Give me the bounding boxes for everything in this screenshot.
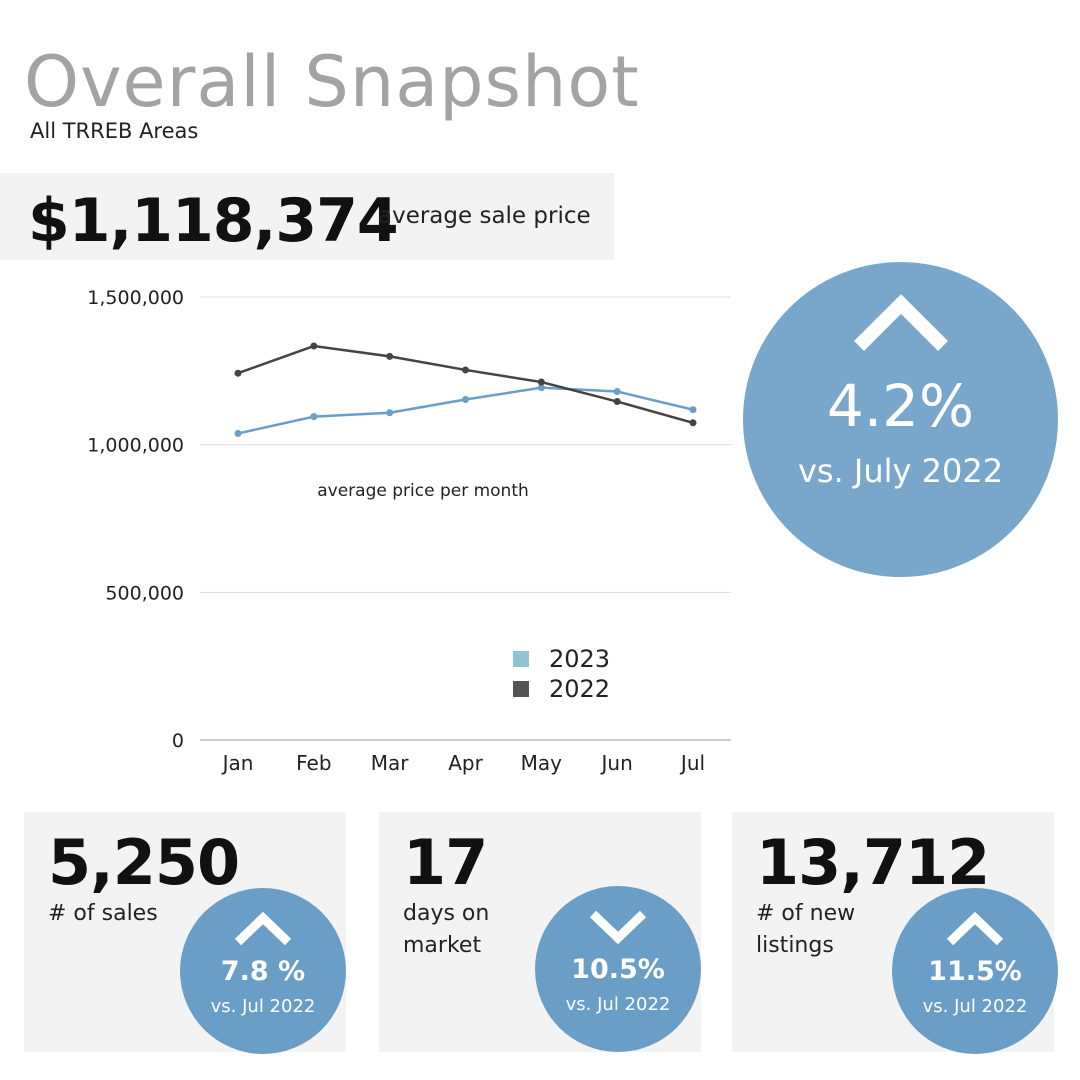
days-on-market-change-percent: 10.5% [571, 954, 665, 985]
chart-legend: 2023 2022 [513, 645, 610, 703]
data-point-2023 [613, 388, 621, 396]
x-tick-label: Jun [600, 751, 633, 775]
sales-change-circle: 7.8 % vs. Jul 2022 [180, 888, 346, 1054]
data-point-2022 [689, 419, 697, 427]
yoy-price-change-comparison: vs. July 2022 [797, 452, 1004, 490]
chart-gridlines [200, 296, 731, 741]
data-point-2023 [386, 409, 394, 417]
data-point-2023 [689, 406, 697, 414]
sales-label: # of sales [48, 901, 158, 926]
x-tick-label: May [521, 751, 563, 775]
data-point-2022 [613, 398, 621, 406]
x-tick-label: Jan [221, 751, 254, 775]
y-tick-label: 0 [172, 730, 184, 752]
x-tick-label: Mar [371, 751, 410, 775]
x-axis-ticks: Jan Feb Mar Apr May Jun Jul [221, 751, 705, 775]
new-listings-change-percent: 11.5% [928, 956, 1022, 987]
legend-label-2022: 2022 [549, 675, 610, 703]
page-subtitle: All TRREB Areas [30, 119, 199, 143]
y-tick-label: 1,000,000 [87, 435, 184, 457]
series-line-2023 [237, 386, 694, 435]
data-point-2022 [386, 352, 394, 360]
yoy-price-change-circle: 4.2% vs. July 2022 [743, 262, 1058, 577]
page-title: Overall Snapshot [24, 41, 640, 123]
data-point-2022 [537, 378, 545, 386]
days-on-market-value: 17 [403, 826, 488, 899]
new-listings-change-circle: 11.5% vs. Jul 2022 [892, 888, 1058, 1054]
series-line-2022 [237, 344, 694, 425]
days-on-market-change-comparison: vs. Jul 2022 [565, 994, 671, 1015]
days-on-market-label: days on market [403, 901, 490, 958]
new-listings-change-comparison: vs. Jul 2022 [922, 996, 1028, 1017]
new-listings-label: # of new listings [756, 901, 856, 958]
data-point-2022 [310, 342, 318, 350]
data-point-2022 [462, 366, 469, 374]
days-on-market-change-circle: 10.5% vs. Jul 2022 [535, 886, 701, 1052]
x-tick-label: Apr [448, 751, 483, 775]
legend-swatch-2022 [513, 681, 529, 697]
average-price-panel [0, 173, 614, 260]
y-tick-label: 500,000 [105, 582, 184, 604]
new-listings-value: 13,712 [756, 826, 990, 899]
chevron-down-icon [589, 910, 647, 945]
sales-change-percent: 7.8 % [220, 956, 306, 987]
data-point-2023 [310, 413, 318, 421]
x-tick-label: Feb [296, 751, 331, 775]
chevron-up-icon [946, 911, 1004, 946]
y-tick-label: 1,500,000 [87, 287, 184, 309]
data-point-2023 [537, 384, 545, 392]
legend-label-2023: 2023 [549, 645, 610, 673]
price-line-chart: 0 500,000 1,000,000 1,500,000 Jan Feb Mar Apr M… [87, 287, 731, 775]
data-point-2023 [462, 395, 469, 403]
sales-value: 5,250 [48, 826, 240, 899]
data-point-2023 [234, 429, 242, 437]
y-axis-ticks: 0 500,000 1,000,000 1,500,000 [87, 287, 184, 752]
chart-annotation: average price per month [317, 481, 529, 501]
x-tick-label: Jul [679, 751, 705, 775]
chevron-up-icon [234, 911, 292, 946]
chart-series [234, 342, 697, 437]
sales-change-comparison: vs. Jul 2022 [210, 996, 316, 1017]
chevron-up-icon [854, 294, 948, 351]
yoy-price-change-percent: 4.2% [826, 372, 975, 440]
average-price-label: average sale price [378, 203, 591, 229]
average-price-value: $1,118,374 [28, 186, 399, 256]
legend-swatch-2023 [513, 651, 529, 667]
data-point-2022 [234, 369, 242, 377]
